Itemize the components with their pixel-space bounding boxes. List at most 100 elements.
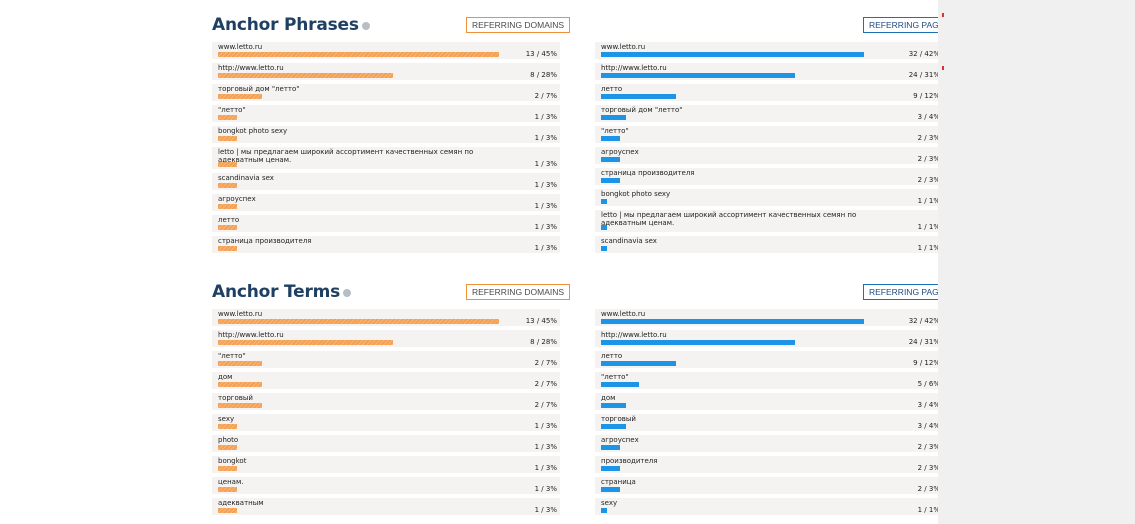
share-bar [218,466,237,471]
anchor-label: "летто" [218,352,246,360]
anchor-label: sexy [218,415,235,423]
share-bar [218,361,262,366]
count-percent-value: 32 / 42% [908,50,938,58]
table-row: letto | мы предлагаем широкий ассортимен… [595,210,938,232]
table-row: scandinavia sex 1 / 3% [212,173,560,190]
anchor-label: scandinavia sex [218,174,274,182]
info-icon[interactable] [343,289,352,297]
count-percent-value: 1 / 3% [534,464,557,472]
share-bar [218,162,237,167]
table-row: адекватным 1 / 3% [212,498,560,515]
anchor-label: производителя [601,457,658,465]
anchor-label: bongkot photo sexy [218,127,288,135]
anchor-label: дом [601,394,616,402]
scroll-marker [942,13,944,17]
count-percent-value: 3 / 4% [917,401,938,409]
anchor-label: http://www.letto.ru [218,331,284,339]
table-row: http://www.letto.ru 24 / 31% [595,330,938,347]
anchor-label: торговый [218,394,253,402]
share-bar [601,178,620,183]
table-row: торговый дом "летто" 3 / 4% [595,105,938,122]
count-percent-value: 3 / 4% [917,113,938,121]
anchor-label: страница производителя [218,237,312,245]
count-percent-value: 1 / 1% [917,223,938,231]
anchor-label: scandinavia sex [601,237,657,245]
share-bar [601,115,626,120]
count-percent-value: 1 / 1% [917,197,938,205]
count-percent-value: 2 / 3% [917,464,938,472]
anchor-label: http://www.letto.ru [601,331,667,339]
terms-pages-panel: www.letto.ru 32 / 42% http://www.letto.ru 2… [595,309,938,519]
share-bar [601,225,608,230]
anchor-label: летто [218,216,240,224]
anchor-label: торговый [601,415,636,423]
table-row: страница производителя 2 / 3% [595,168,938,185]
anchor-phrases-title: Anchor Phrases [212,15,370,35]
table-row: торговый 2 / 7% [212,393,560,410]
anchor-terms-title: Anchor Terms [212,282,352,302]
anchor-label: страница производителя [601,169,695,177]
share-bar [218,445,237,450]
table-row: ценам. 1 / 3% [212,477,560,494]
share-bar [601,424,626,429]
table-row: www.letto.ru 32 / 42% [595,309,938,326]
share-bar [601,136,620,141]
share-bar [601,94,676,99]
share-bar [601,246,608,251]
share-bar [218,424,237,429]
anchor-label: страница [601,478,636,486]
table-row: www.letto.ru 32 / 42% [595,42,938,59]
share-bar [601,361,676,366]
table-row: www.letto.ru 13 / 45% [212,42,560,59]
table-row: торговый 3 / 4% [595,414,938,431]
share-bar [218,73,393,78]
share-bar [601,508,608,513]
table-row: bongkot 1 / 3% [212,456,560,473]
count-percent-value: 24 / 31% [908,338,938,346]
table-row: летто 9 / 12% [595,351,938,368]
share-bar [218,94,262,99]
table-row: агроуспех 1 / 3% [212,194,560,211]
anchor-label: "летто" [601,127,629,135]
count-percent-value: 5 / 6% [917,380,938,388]
phrases-pages-panel: www.letto.ru 32 / 42% http://www.letto.ru 2… [595,42,938,253]
referring-pages-button[interactable]: REFERRING PAGES [863,17,938,33]
count-percent-value: 1 / 3% [534,422,557,430]
anchor-label: www.letto.ru [601,310,646,318]
count-percent-value: 1 / 3% [534,443,557,451]
anchor-label: летто [601,352,623,360]
table-row: "летто" 2 / 3% [595,126,938,143]
info-icon[interactable] [361,22,370,30]
anchor-label: sexy [601,499,618,507]
share-bar [218,225,237,230]
count-percent-value: 1 / 3% [534,181,557,189]
table-row: дом 3 / 4% [595,393,938,410]
share-bar [218,340,393,345]
anchor-label: торговый дом "летто" [218,85,300,93]
table-row: летто 9 / 12% [595,84,938,101]
anchor-label: http://www.letto.ru [218,64,284,72]
anchor-label: bongkot [218,457,247,465]
anchor-label: http://www.letto.ru [601,64,667,72]
count-percent-value: 2 / 3% [917,176,938,184]
anchor-label: www.letto.ru [601,43,646,51]
referring-domains-button[interactable]: REFERRING DOMAINS [466,17,571,33]
count-percent-value: 9 / 12% [913,359,938,367]
section-title-text: Anchor Phrases [212,15,359,35]
anchor-label: letto | мы предлагаем широкий ассортимен… [218,148,474,164]
count-percent-value: 2 / 7% [534,92,557,100]
count-percent-value: 9 / 12% [913,92,938,100]
share-bar [218,246,237,251]
share-bar [218,487,237,492]
table-row: bongkot photo sexy 1 / 3% [212,126,560,143]
count-percent-value: 2 / 7% [534,359,557,367]
count-percent-value: 1 / 1% [917,506,938,514]
count-percent-value: 1 / 3% [534,202,557,210]
share-bar [218,183,237,188]
anchor-label: letto | мы предлагаем широкий ассортимен… [601,211,857,227]
share-bar [218,136,237,141]
count-percent-value: 1 / 3% [534,506,557,514]
anchor-label: www.letto.ru [218,310,263,318]
referring-pages-button[interactable]: REFERRING PAGES [863,284,938,300]
referring-domains-button[interactable]: REFERRING DOMAINS [466,284,571,300]
